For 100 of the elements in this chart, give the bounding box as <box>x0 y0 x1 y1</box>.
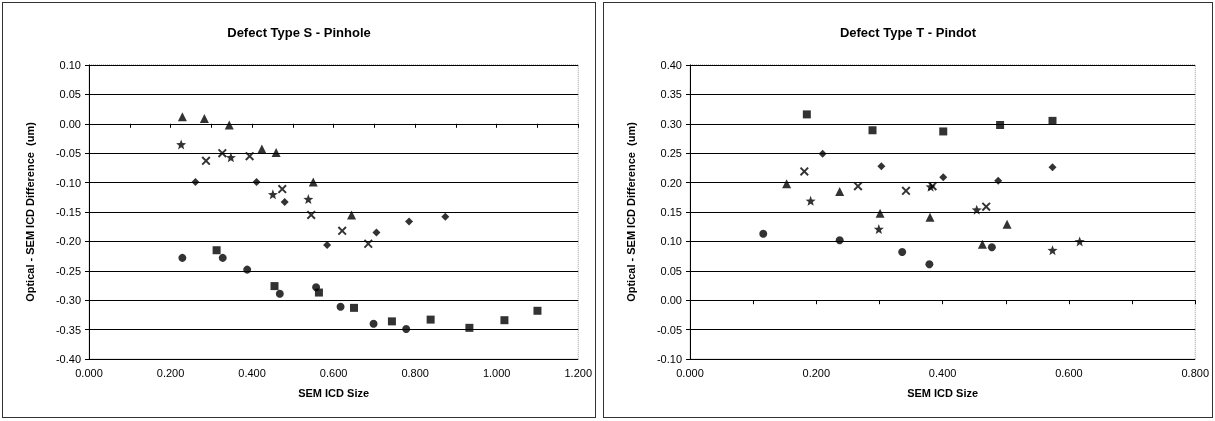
y-tick-label: -0.40 <box>55 353 81 365</box>
x-tick-label: 0.600 <box>319 366 348 379</box>
point <box>336 302 345 311</box>
y-tick-label: 0.15 <box>660 206 682 218</box>
point <box>243 265 252 274</box>
point <box>805 195 816 206</box>
y-axis-title: Optical - SEM ICD Difference (um) <box>624 121 637 302</box>
y-tick-label: -0.05 <box>656 323 682 336</box>
point <box>971 204 982 215</box>
point <box>441 212 450 221</box>
y-axis-title: Optical - SEM ICD Difference (um) <box>23 121 36 302</box>
point <box>996 120 1005 129</box>
point <box>303 194 314 205</box>
point <box>939 173 948 182</box>
point <box>280 198 289 206</box>
y-tick-label: 0.05 <box>660 264 682 277</box>
y-tick-label: 0.20 <box>660 176 682 189</box>
point <box>275 289 284 298</box>
point <box>308 177 318 187</box>
point <box>465 323 474 332</box>
point <box>178 253 187 262</box>
y-tick-label: -0.15 <box>55 206 81 218</box>
point <box>176 139 187 150</box>
point <box>1048 116 1057 125</box>
point <box>201 156 211 166</box>
point <box>1074 236 1085 247</box>
point <box>925 260 934 269</box>
chart-title: Defect Type T - Pindot <box>839 25 977 40</box>
point <box>369 319 378 328</box>
x-tick-label: 0.800 <box>1181 366 1209 379</box>
x-tick-label: 0.200 <box>802 366 831 379</box>
point <box>252 178 261 187</box>
point <box>925 212 935 222</box>
y-tick-label: 0.40 <box>660 59 682 71</box>
point <box>853 181 863 191</box>
point <box>212 246 221 255</box>
y-tick-label: 0.10 <box>660 235 682 248</box>
point <box>270 282 279 291</box>
point <box>426 315 435 324</box>
x-tick-label: 0.600 <box>1055 366 1083 379</box>
y-tick-label: -0.20 <box>55 235 81 248</box>
y-tick-label: 0.10 <box>59 59 81 71</box>
y-tick-label: -0.25 <box>55 264 81 277</box>
point <box>1002 219 1012 229</box>
x-axis-title: SEM ICD Size <box>298 386 370 399</box>
point <box>802 110 811 119</box>
x-tick-label: 0.000 <box>75 366 103 379</box>
point <box>799 166 809 176</box>
x-tick-label: 0.400 <box>238 366 266 379</box>
point <box>306 210 316 220</box>
point <box>818 149 827 158</box>
y-tick-label: 0.00 <box>59 117 81 130</box>
point <box>898 247 907 256</box>
point <box>337 226 347 236</box>
x-tick-label: 1.000 <box>482 366 511 379</box>
point <box>1047 245 1058 256</box>
point <box>267 189 278 200</box>
point <box>901 186 911 196</box>
y-tick-label: 0.05 <box>59 88 81 101</box>
y-tick-label: -0.10 <box>55 176 81 189</box>
y-tick-label: 0.35 <box>660 88 682 101</box>
x-tick-label: 0.800 <box>401 366 429 379</box>
point <box>271 148 281 158</box>
x-axis-title: SEM ICD Size <box>907 386 979 399</box>
chart-title: Defect Type S - Pinhole <box>227 25 371 40</box>
point <box>533 306 542 315</box>
point <box>987 243 996 252</box>
point <box>372 228 381 237</box>
y-tick-label: -0.10 <box>656 353 682 365</box>
point <box>835 236 844 245</box>
x-tick-label: 1.200 <box>564 366 592 379</box>
y-tick-label: -0.05 <box>55 147 81 160</box>
point <box>218 253 227 262</box>
point <box>835 186 845 196</box>
point <box>500 316 509 325</box>
point <box>977 239 987 249</box>
y-tick-label: 0.25 <box>660 147 682 160</box>
point <box>1048 163 1057 172</box>
y-tick-label: -0.35 <box>55 323 81 336</box>
point <box>257 144 267 154</box>
point <box>994 176 1003 185</box>
point <box>191 178 200 187</box>
point <box>877 162 886 171</box>
x-tick-label: 0.200 <box>156 366 185 379</box>
point <box>350 303 358 312</box>
x-tick-label: 0.400 <box>928 366 957 379</box>
point <box>387 317 396 326</box>
point <box>759 229 768 238</box>
point <box>277 184 287 194</box>
point <box>875 208 885 218</box>
point <box>873 224 884 235</box>
x-tick-label: 0.000 <box>676 366 704 379</box>
y-tick-label: -0.30 <box>55 294 81 307</box>
point <box>939 127 948 136</box>
point <box>868 126 877 135</box>
point <box>312 283 321 292</box>
y-tick-label: 0.30 <box>660 117 682 130</box>
point <box>225 152 236 163</box>
point <box>405 217 414 226</box>
y-tick-label: 0.00 <box>660 294 682 307</box>
